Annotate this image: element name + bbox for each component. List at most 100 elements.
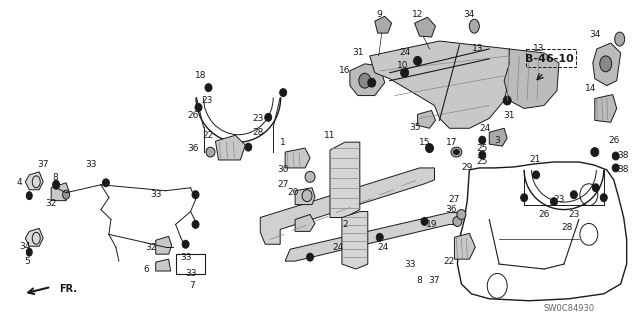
Text: 23: 23 [202,96,213,105]
Polygon shape [593,43,621,85]
Text: 27: 27 [278,180,289,189]
Polygon shape [415,17,435,37]
Ellipse shape [376,234,383,241]
Text: 37: 37 [38,160,49,169]
Text: 5: 5 [24,256,30,266]
Text: 33: 33 [180,253,191,262]
Ellipse shape [368,78,376,87]
Ellipse shape [102,179,109,187]
Ellipse shape [245,143,252,151]
Ellipse shape [479,151,486,159]
Polygon shape [504,49,559,108]
Text: 3: 3 [494,136,500,145]
Text: 25: 25 [477,158,488,167]
Ellipse shape [612,152,619,160]
Polygon shape [285,148,310,168]
Ellipse shape [32,232,40,244]
Text: 17: 17 [445,138,457,147]
Polygon shape [260,168,435,244]
Ellipse shape [453,217,462,226]
Ellipse shape [307,253,314,261]
Text: 28: 28 [253,128,264,137]
Ellipse shape [457,210,466,219]
Text: 11: 11 [324,131,336,140]
Text: 23: 23 [568,210,580,219]
Ellipse shape [570,191,577,199]
Text: 24: 24 [332,243,344,252]
Polygon shape [216,135,245,160]
Ellipse shape [26,248,32,256]
Text: 1: 1 [280,138,286,147]
Text: 26: 26 [608,136,620,145]
Text: 6: 6 [143,264,148,273]
Ellipse shape [469,19,479,33]
Text: 27: 27 [449,195,460,204]
Polygon shape [156,259,171,271]
Ellipse shape [195,103,202,111]
Ellipse shape [401,68,408,77]
Text: 29: 29 [461,163,473,173]
Ellipse shape [503,96,511,105]
Text: 31: 31 [504,111,515,120]
Text: 23: 23 [253,114,264,123]
Text: 34: 34 [20,242,31,251]
Ellipse shape [413,56,422,65]
Text: 24: 24 [479,124,491,133]
Polygon shape [595,94,617,122]
Text: 37: 37 [429,277,440,286]
Text: 4: 4 [17,178,22,187]
Ellipse shape [280,89,287,97]
Ellipse shape [192,191,199,199]
Text: 32: 32 [145,243,156,252]
Ellipse shape [205,84,212,92]
Polygon shape [417,110,435,128]
Ellipse shape [26,192,32,200]
Text: 13: 13 [472,44,483,54]
Ellipse shape [206,147,215,157]
Text: 33: 33 [85,160,97,169]
Ellipse shape [550,198,557,205]
Ellipse shape [426,144,433,152]
Polygon shape [370,41,524,128]
Text: 7: 7 [189,281,195,290]
Ellipse shape [520,194,527,202]
Text: 9: 9 [377,10,383,19]
Text: 38: 38 [617,166,628,174]
Ellipse shape [600,56,612,72]
Ellipse shape [421,218,428,226]
Ellipse shape [532,171,540,179]
Text: 23: 23 [553,195,564,204]
Text: 26: 26 [538,210,550,219]
Text: 33: 33 [185,270,196,278]
Text: 33: 33 [404,260,415,269]
Ellipse shape [614,32,625,46]
Text: 15: 15 [419,138,430,147]
Ellipse shape [359,73,371,88]
Text: 26: 26 [187,111,198,120]
Polygon shape [330,142,360,218]
Text: 36: 36 [187,144,198,152]
Polygon shape [295,214,315,231]
Polygon shape [295,188,315,204]
Text: 20: 20 [287,188,299,197]
Text: 13: 13 [533,44,545,54]
Text: 21: 21 [529,155,541,165]
Polygon shape [454,234,476,259]
Polygon shape [51,183,69,201]
Polygon shape [489,128,507,146]
Text: 28: 28 [561,223,573,232]
Text: B-46-10: B-46-10 [525,54,573,64]
Text: 38: 38 [617,151,628,160]
Ellipse shape [451,147,462,157]
Text: 24: 24 [377,243,388,252]
Text: 34: 34 [589,30,600,39]
Ellipse shape [453,150,460,154]
Text: 19: 19 [426,220,437,229]
Ellipse shape [63,190,70,199]
Ellipse shape [592,184,599,192]
Text: 8: 8 [417,277,422,286]
Text: 35: 35 [409,123,420,132]
Text: SW0C84930: SW0C84930 [543,304,595,313]
Ellipse shape [265,114,272,121]
Text: 34: 34 [463,10,475,19]
